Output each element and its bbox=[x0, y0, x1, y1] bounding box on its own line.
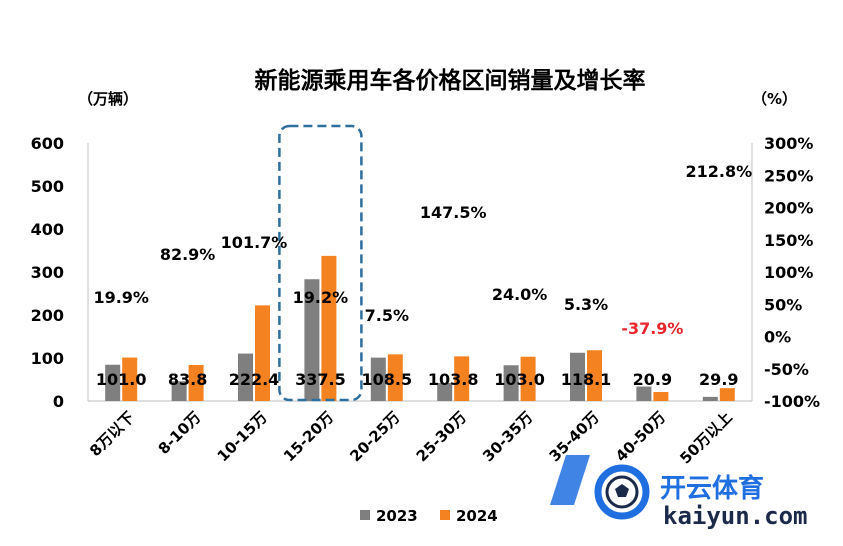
soccer-ball-pentagon bbox=[615, 484, 629, 497]
value-label: 101.0 bbox=[96, 370, 147, 389]
y-tick-label: 600 bbox=[31, 134, 64, 153]
growth-label: 7.5% bbox=[365, 306, 409, 325]
legend-label-2023: 2023 bbox=[376, 507, 418, 525]
highlight-box-15-20 bbox=[278, 124, 363, 402]
highlight-box bbox=[278, 124, 363, 402]
category-label: 10-15万 bbox=[214, 408, 271, 465]
value-label: 103.0 bbox=[494, 370, 545, 389]
category-label: 8万以下 bbox=[86, 408, 138, 460]
y-tick-label: 400 bbox=[31, 220, 64, 239]
bar-2023 bbox=[702, 396, 718, 401]
value-label: 20.9 bbox=[633, 370, 672, 389]
axes: 0 100 200 300 400 500 600 -100% -50% 0% 50% 100% 150… bbox=[31, 134, 820, 411]
bar-2023 bbox=[105, 364, 121, 401]
legend-swatch-2023 bbox=[360, 510, 370, 520]
bar-2023 bbox=[304, 279, 320, 401]
y-axis-right-unit: （%） bbox=[752, 90, 797, 108]
bars bbox=[105, 255, 735, 401]
legend-label-2024: 2024 bbox=[456, 507, 498, 525]
logo-k-stroke bbox=[550, 455, 590, 505]
y2-tick-label: 300% bbox=[764, 134, 813, 153]
value-label: 108.5 bbox=[361, 370, 412, 389]
growth-label: -37.9% bbox=[621, 319, 683, 338]
y2-tick-label: 200% bbox=[764, 199, 813, 218]
y-tick-label: 0 bbox=[53, 392, 64, 411]
watermark-brand: 开云体育 bbox=[660, 473, 764, 504]
category-labels: 8万以下 8-10万 10-15万 15-20万 20-25万 25-30万 30-35万 3… bbox=[86, 408, 736, 467]
bar-2023 bbox=[238, 353, 253, 401]
value-label: 222.4 bbox=[229, 370, 280, 389]
chart-title: 新能源乘用车各价格区间销量及增长率 bbox=[255, 67, 646, 94]
y2-tick-label: 50% bbox=[764, 295, 802, 314]
bar-2023 bbox=[570, 352, 585, 401]
y-tick-label: 200 bbox=[31, 306, 64, 325]
y-tick-label: 300 bbox=[31, 263, 64, 282]
bar-2024 bbox=[587, 350, 602, 401]
y2-tick-label: 100% bbox=[764, 263, 813, 282]
y2-tick-label: 250% bbox=[764, 166, 813, 185]
category-label: 25-30万 bbox=[413, 408, 470, 465]
growth-label: 212.8% bbox=[685, 162, 752, 181]
bar-2024 bbox=[255, 305, 270, 401]
category-label: 20-25万 bbox=[346, 408, 403, 465]
bar-2023 bbox=[503, 365, 519, 401]
category-label: 40-50万 bbox=[612, 408, 669, 465]
growth-label: 24.0% bbox=[492, 285, 548, 304]
growth-label: 101.7% bbox=[221, 233, 288, 252]
y2-tick-label: -100% bbox=[764, 392, 820, 411]
category-label: 30-35万 bbox=[479, 408, 536, 465]
bar-2024 bbox=[520, 356, 536, 401]
value-label: 118.1 bbox=[561, 370, 612, 389]
category-label: 50万以上 bbox=[676, 408, 735, 467]
value-label: 337.5 bbox=[295, 370, 346, 389]
bar-2024 bbox=[719, 388, 735, 401]
value-label: 103.8 bbox=[428, 370, 479, 389]
growth-label: 19.2% bbox=[293, 288, 349, 307]
y2-tick-label: 150% bbox=[764, 231, 813, 250]
bar-2024 bbox=[653, 392, 669, 401]
value-label: 83.8 bbox=[168, 370, 207, 389]
legend: 2023 2024 bbox=[360, 507, 498, 525]
y-axis-left-unit: （万辆） bbox=[78, 90, 138, 108]
bar-2024 bbox=[387, 354, 403, 401]
category-label: 15-20万 bbox=[280, 408, 337, 465]
y-tick-label: 500 bbox=[31, 177, 64, 196]
bar-2024 bbox=[188, 364, 204, 401]
bar-2023 bbox=[636, 386, 652, 401]
logo-ball-ring bbox=[594, 464, 650, 520]
y2-tick-label: -50% bbox=[764, 360, 809, 379]
legend-swatch-2024 bbox=[440, 510, 450, 520]
bar-2023 bbox=[171, 381, 187, 401]
growth-label: 5.3% bbox=[564, 295, 608, 314]
y2-tick-label: 0% bbox=[764, 328, 791, 347]
category-label: 8-10万 bbox=[155, 408, 205, 458]
y-tick-label: 100 bbox=[31, 349, 64, 368]
growth-label: 82.9% bbox=[160, 245, 216, 264]
bar-2023 bbox=[437, 382, 453, 401]
value-label: 29.9 bbox=[699, 370, 738, 389]
data-labels: 101.0 83.8 222.4 337.5 108.5 103.8 103.0 118.1 2… bbox=[93, 162, 752, 389]
bar-2024 bbox=[122, 357, 138, 401]
bar-2024 bbox=[454, 356, 470, 401]
growth-label: 19.9% bbox=[93, 288, 149, 307]
bar-2023 bbox=[370, 357, 386, 401]
watermark-url: kaiyun.com bbox=[663, 502, 808, 530]
growth-label: 147.5% bbox=[420, 203, 487, 222]
bar-2024 bbox=[321, 255, 337, 401]
